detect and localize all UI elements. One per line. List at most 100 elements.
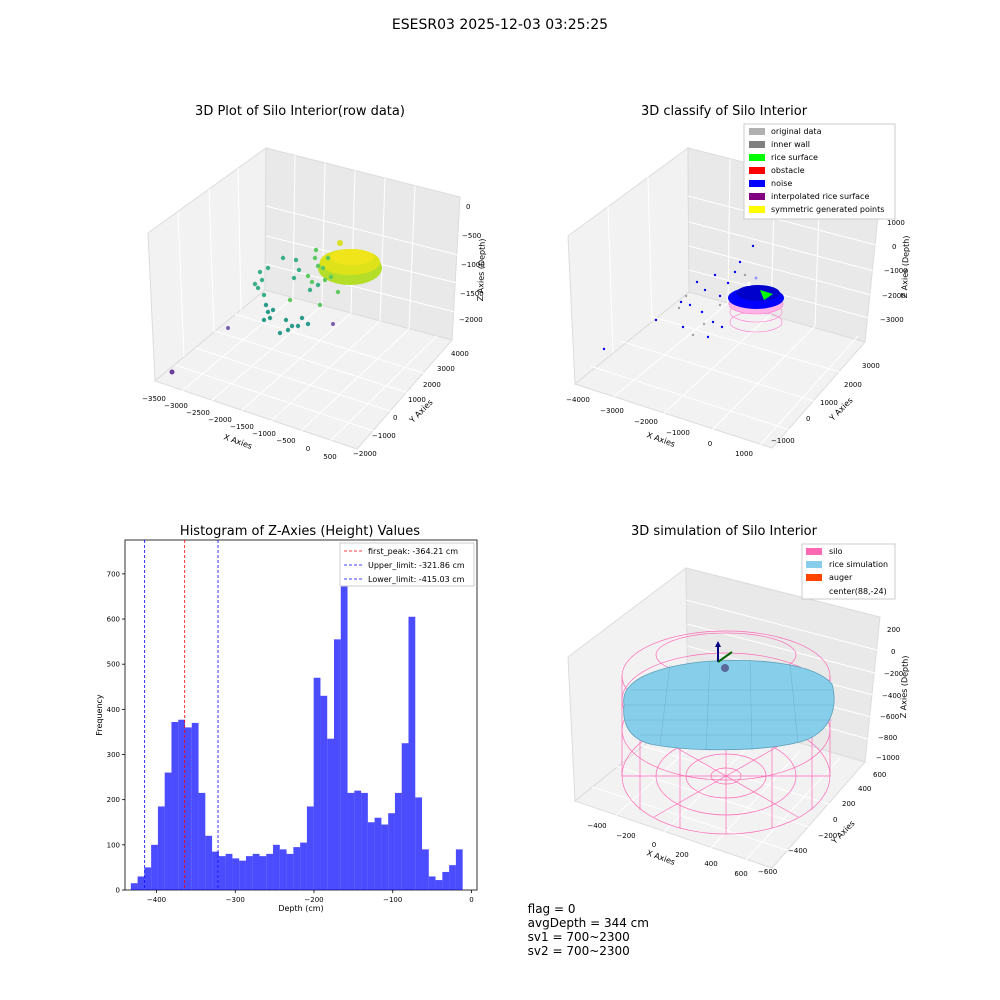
svg-text:−200: −200 xyxy=(616,832,635,840)
histogram-bar xyxy=(245,856,253,890)
svg-text:1000: 1000 xyxy=(408,396,426,404)
legend-rice-surface: rice surface xyxy=(771,153,818,162)
histogram-bar xyxy=(151,844,158,890)
panel2-z-ticks: 1000 0 −1000 −2000 −3000 xyxy=(880,219,908,324)
legend-symmetric-generated-points: symmetric generated points xyxy=(771,205,884,214)
svg-text:−2000: −2000 xyxy=(208,416,232,424)
histogram-bar xyxy=(191,722,199,890)
legend-first-peak: first_peak: -364.21 cm xyxy=(368,547,458,556)
svg-text:−4000: −4000 xyxy=(566,396,590,404)
svg-text:600: 600 xyxy=(873,771,886,779)
panel1-zlabel: Z Axies (Depth) xyxy=(476,238,487,301)
histogram-bar xyxy=(442,871,450,890)
panel4-z-ticks: 200 0 −200 −400 −600 −800 −1000 xyxy=(876,626,903,762)
svg-text:−1000: −1000 xyxy=(884,267,908,275)
x-tick-label: 0 xyxy=(469,896,473,904)
svg-text:−500: −500 xyxy=(462,232,481,240)
svg-text:−1000: −1000 xyxy=(771,437,795,445)
svg-text:500: 500 xyxy=(323,453,336,461)
histogram-y-ticks: 0 100 200 300 400 500 600 700 xyxy=(107,570,125,895)
legend-interpolated-rice-surface: interpolated rice surface xyxy=(771,192,869,201)
histogram-bar xyxy=(313,677,321,890)
svg-text:−1000: −1000 xyxy=(461,261,485,269)
histogram-bar xyxy=(367,822,375,890)
y-tick-label: 400 xyxy=(107,706,120,714)
histogram-bar xyxy=(218,856,226,890)
svg-text:600: 600 xyxy=(734,870,747,878)
panel4-x-ticks: −400 −200 0 200 400 600 xyxy=(587,822,747,878)
svg-text:4000: 4000 xyxy=(451,350,469,358)
svg-text:400: 400 xyxy=(858,785,871,793)
histogram-bar xyxy=(435,880,443,890)
svg-text:−2000: −2000 xyxy=(353,450,377,458)
svg-text:−2500: −2500 xyxy=(186,409,210,417)
y-tick-label: 300 xyxy=(107,751,120,759)
svg-text:3000: 3000 xyxy=(437,365,455,373)
panel2-points xyxy=(602,244,784,351)
histogram-bar xyxy=(381,824,389,890)
histogram-bar xyxy=(130,883,138,890)
histogram-bar xyxy=(185,727,192,890)
x-tick-label: −300 xyxy=(226,896,245,904)
histogram-bars xyxy=(130,558,463,890)
status-flag: flag = 0 xyxy=(527,902,576,916)
histogram-bar xyxy=(171,722,179,890)
figure-title: ESESR03 2025-12-03 03:25:25 xyxy=(391,17,609,33)
panel2-title: 3D classify of Silo Interior xyxy=(640,104,808,119)
histogram-bar xyxy=(178,719,186,890)
svg-text:0: 0 xyxy=(833,816,837,824)
histogram-ylabel: Frequency xyxy=(95,694,104,736)
svg-text:−400: −400 xyxy=(788,847,807,855)
histogram-bar xyxy=(164,772,172,890)
histogram-legend: first_peak: -364.21 cm Upper_limit: -321… xyxy=(339,542,475,587)
rice-surface-mesh xyxy=(624,659,834,751)
svg-text:−600: −600 xyxy=(880,713,899,721)
panel3-title: Histogram of Z-Axies (Height) Values xyxy=(179,524,421,539)
histogram-bar xyxy=(361,792,368,890)
histogram-xlabel: Depth (cm) xyxy=(278,904,323,913)
svg-text:−1500: −1500 xyxy=(230,423,254,431)
svg-text:0: 0 xyxy=(652,841,656,849)
y-tick-label: 700 xyxy=(107,570,120,578)
histogram-bar xyxy=(239,860,246,890)
svg-text:−3000: −3000 xyxy=(880,316,904,324)
svg-text:1000: 1000 xyxy=(887,219,905,227)
svg-text:−3500: −3500 xyxy=(142,395,166,403)
histogram-bar xyxy=(306,806,314,890)
svg-text:−400: −400 xyxy=(882,692,901,700)
histogram-bar xyxy=(428,876,436,890)
panel4-title: 3D simulation of Silo Interior xyxy=(631,524,817,539)
svg-text:−1000: −1000 xyxy=(372,432,396,440)
panel4-zlabel: Z Axies (Depth) xyxy=(899,655,910,718)
histogram-bar xyxy=(157,806,165,890)
svg-text:−2000: −2000 xyxy=(634,418,658,426)
histogram-bar xyxy=(286,853,294,890)
svg-text:−400: −400 xyxy=(587,822,606,830)
panel1-axes-box xyxy=(147,147,461,450)
svg-text:−200: −200 xyxy=(884,670,903,678)
svg-text:0: 0 xyxy=(466,203,470,211)
panel4-3d-simulation: silo rice simulation auger center(88,-24… xyxy=(567,543,910,878)
panel2-x-ticks: −4000 −3000 −2000 −1000 0 1000 xyxy=(566,396,753,458)
histogram-bar xyxy=(422,849,429,890)
histogram-bar xyxy=(347,792,355,890)
histogram-bar xyxy=(455,849,463,890)
svg-text:−2000: −2000 xyxy=(459,316,483,324)
svg-text:0: 0 xyxy=(806,415,810,423)
legend-inner-wall: inner wall xyxy=(771,140,810,149)
svg-text:−1000: −1000 xyxy=(666,429,690,437)
panel2-y-ticks: −1000 0 1000 2000 3000 xyxy=(771,362,880,445)
panel2-3d-scatter: original data inner wall rice surface ob… xyxy=(566,123,911,458)
svg-text:−3000: −3000 xyxy=(164,402,188,410)
histogram-bar xyxy=(137,876,145,890)
svg-text:−1000: −1000 xyxy=(252,430,276,438)
x-tick-label: −200 xyxy=(304,896,323,904)
histogram-bar xyxy=(259,856,267,890)
legend-lower-limit: Lower_limit: -415.03 cm xyxy=(368,575,465,584)
histogram-bar xyxy=(300,842,307,890)
panel1-title: 3D Plot of Silo Interior(row data) xyxy=(195,104,405,119)
x-tick-label: −400 xyxy=(147,896,166,904)
y-tick-label: 600 xyxy=(107,616,120,624)
panel1-3d-scatter: −3500−3000−2500 −2000−1500−1000 −5000500… xyxy=(142,147,487,461)
